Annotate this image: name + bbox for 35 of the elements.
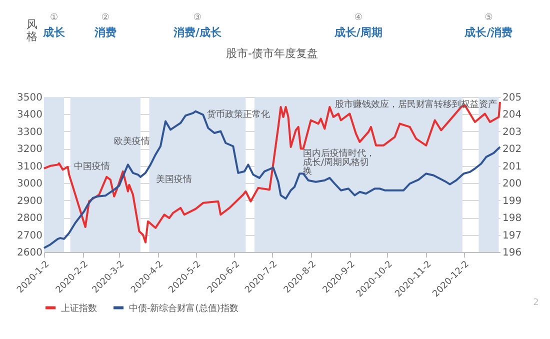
y-tick-label: 3300 (17, 126, 42, 138)
annotation: 美国疫情 (156, 174, 192, 185)
annotation: 货币政策正常化 (207, 109, 270, 120)
y-tick-label: 3100 (17, 161, 42, 172)
text: 2 (533, 298, 539, 308)
y-tick-label: 3400 (17, 110, 42, 121)
y2-tick-label: 196 (502, 248, 522, 258)
y2-tick-label: 200 (502, 178, 522, 190)
y2-tick-label: 202 (502, 144, 522, 156)
legend-label: 中债-新综合财富(总值)指数 (129, 302, 238, 314)
y-tick-label: 3000 (17, 178, 42, 190)
text: ⑤ 成长/消费 (464, 13, 513, 39)
y2-tick-label: 204 (502, 110, 522, 121)
y-tick-label: 2600 (17, 248, 42, 258)
chart-title: 股市-债市年度复盘 (226, 47, 318, 60)
text: 风格 (26, 18, 38, 43)
annotation: 国内后疫情时代，成长/周期风格切换 (303, 148, 375, 177)
y2-tick-label: 198 (502, 213, 522, 224)
y-tick-label: 3200 (17, 144, 42, 156)
y-tick-label: 3500 (17, 92, 42, 104)
y-tick-label: 2700 (17, 230, 42, 242)
text: ④ 成长/周期 (334, 13, 382, 39)
y-tick-label: 2800 (17, 213, 42, 224)
text: ② 消费 (94, 13, 116, 39)
legend-label: 上证指数 (61, 302, 97, 314)
y2-tick-label: 201 (502, 161, 522, 172)
y2-tick-label: 197 (502, 230, 522, 242)
y2-tick-label: 203 (502, 126, 522, 138)
text: ③ 消费/成长 (173, 13, 222, 39)
annotation: 欧美疫情 (114, 136, 150, 147)
y2-tick-label: 199 (502, 196, 522, 207)
y-tick-label: 2900 (17, 196, 42, 207)
annotation: 中国疫情 (74, 161, 110, 172)
y2-tick-label: 205 (502, 92, 522, 104)
text: ① 成长 (43, 13, 66, 39)
